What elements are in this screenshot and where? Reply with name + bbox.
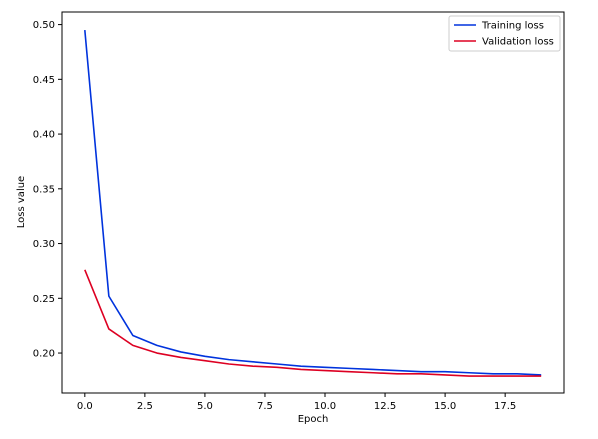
y-tick-label: 0.40 <box>33 130 55 141</box>
x-tick-label: 17.5 <box>494 401 516 412</box>
x-tick-label: 7.5 <box>257 401 273 412</box>
y-tick-label: 0.30 <box>33 239 55 250</box>
x-axis-ticks: 0.0 2.5 5.0 7.5 10.0 12.5 15.0 17.5 <box>77 393 516 412</box>
plot-area <box>61 11 565 394</box>
series-line-validation-loss <box>84 269 542 377</box>
series-line-training-loss <box>84 29 542 376</box>
x-axis-title: Epoch <box>298 414 329 425</box>
x-tick-label: 2.5 <box>137 401 153 412</box>
y-tick-label: 0.35 <box>33 184 55 195</box>
legend-box <box>448 15 561 52</box>
legend-label-training-loss: Training loss <box>481 21 544 32</box>
y-tick-label: 0.50 <box>33 20 55 31</box>
legend-label-validation-loss: Validation loss <box>482 37 554 48</box>
plot-frame <box>61 11 565 394</box>
x-tick-label: 15.0 <box>434 401 456 412</box>
legend: Training loss Validation loss <box>448 15 561 52</box>
x-tick-label: 5.0 <box>197 401 213 412</box>
y-tick-label: 0.25 <box>33 294 55 305</box>
x-tick-label: 12.5 <box>374 401 396 412</box>
x-tick-label: 0.0 <box>77 401 93 412</box>
series-group <box>84 29 542 377</box>
x-tick-label: 10.0 <box>314 401 336 412</box>
y-tick-label: 0.45 <box>33 75 55 86</box>
y-axis-title: Loss value <box>16 176 27 228</box>
y-tick-label: 0.20 <box>33 349 55 360</box>
y-axis-ticks: 0.20 0.25 0.30 0.35 0.40 0.45 0.50 <box>33 20 62 360</box>
